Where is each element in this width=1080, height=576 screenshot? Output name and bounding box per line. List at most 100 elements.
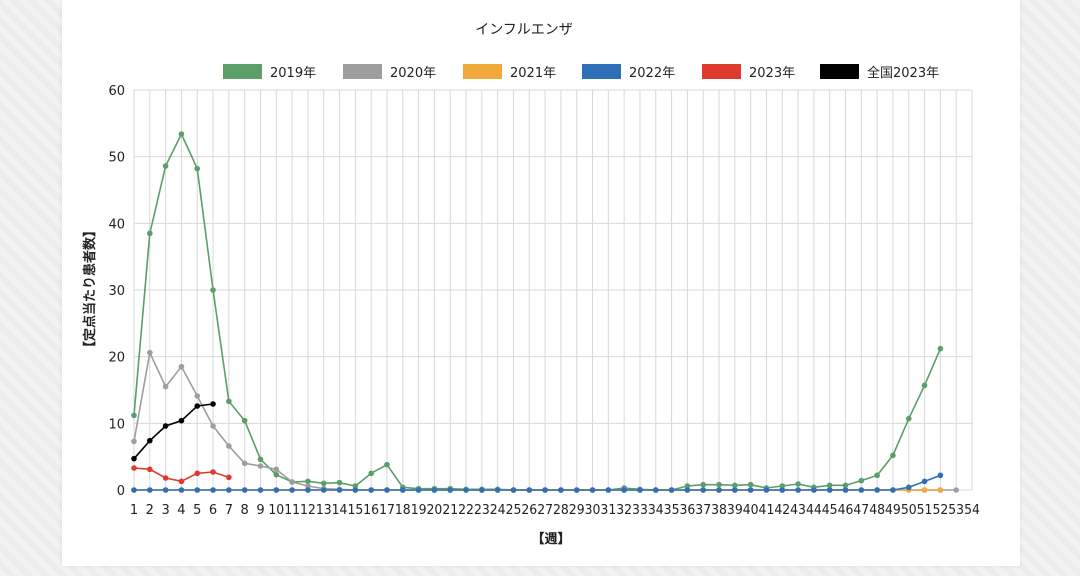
x-tick-label: 4: [177, 503, 185, 518]
x-tick-label: 21: [442, 503, 458, 518]
y-tick-label: 20: [108, 351, 125, 366]
x-tick-label: 22: [458, 503, 474, 518]
y-tick-label: 40: [108, 217, 125, 232]
chart-legend: 2019年 2020年 2021年 2022年 2023年 全国2023年: [223, 64, 939, 81]
data-point: [257, 463, 264, 469]
data-point: [447, 487, 454, 493]
x-tick-label: 43: [790, 503, 806, 518]
x-tick-label: 52: [932, 503, 948, 518]
data-point: [937, 487, 944, 493]
data-point: [652, 487, 659, 493]
legend-label: 2020年: [390, 66, 436, 81]
x-tick-label: 54: [964, 503, 980, 518]
data-point: [700, 487, 707, 493]
data-point: [147, 466, 153, 473]
x-tick-label: 6: [209, 503, 217, 518]
data-point: [779, 483, 786, 489]
data-point: [320, 480, 327, 487]
y-tick-label: 0: [117, 484, 125, 499]
x-tick-label: 46: [838, 503, 854, 518]
x-tick-label: 42: [774, 503, 790, 518]
data-point: [732, 487, 738, 493]
data-point: [162, 487, 169, 493]
chart-title: インフルエンザ: [475, 22, 573, 38]
data-point: [257, 487, 264, 493]
data-point: [874, 472, 880, 479]
chart-card: インフルエンザ 2019年 2020年 2021年 2022年 2023年 全国2023年…: [62, 0, 1020, 566]
x-tick-label: 12: [300, 503, 316, 518]
data-point: [241, 417, 248, 424]
y-tick-label: 60: [108, 84, 125, 99]
data-point: [226, 443, 232, 449]
series-4: [131, 465, 232, 485]
y-axis-label: 【定点当たり患者数】: [82, 224, 98, 354]
data-point: [463, 487, 469, 493]
x-tick-label: 2: [146, 503, 154, 518]
data-point: [668, 487, 675, 493]
data-point: [194, 403, 201, 409]
data-point: [210, 469, 216, 475]
data-point: [747, 481, 754, 488]
data-point: [637, 487, 643, 493]
data-point: [178, 478, 185, 485]
x-tick-label: 45: [822, 503, 838, 518]
data-point: [257, 456, 264, 463]
x-tick-label: 25: [506, 503, 522, 518]
data-point: [210, 487, 216, 493]
data-point: [194, 487, 201, 493]
x-tick-label: 47: [853, 503, 869, 518]
data-point: [194, 470, 201, 477]
legend-swatch: [343, 64, 382, 79]
y-axis-ticks: 0 10 20 30 40 50 60: [108, 84, 125, 499]
data-point: [747, 487, 754, 493]
legend-label: 2023年: [749, 66, 795, 81]
data-point: [273, 466, 280, 473]
legend-label: 全国2023年: [867, 65, 939, 81]
data-point: [842, 482, 849, 489]
data-point: [162, 163, 169, 169]
y-tick-label: 10: [108, 417, 125, 432]
x-tick-label: 30: [585, 503, 601, 518]
influenza-line-chart: インフルエンザ 2019年 2020年 2021年 2022年 2023年 全国2023年…: [82, 22, 980, 547]
data-point: [305, 483, 311, 489]
data-point: [953, 487, 959, 493]
data-point: [589, 487, 596, 493]
x-tick-label: 31: [600, 503, 616, 518]
data-point: [131, 487, 137, 493]
x-tick-label: 17: [379, 503, 395, 518]
x-tick-label: 23: [474, 503, 490, 518]
legend-label: 2019年: [270, 66, 316, 81]
data-point: [826, 487, 833, 493]
data-point: [273, 487, 280, 493]
data-point: [795, 481, 801, 487]
data-point: [684, 483, 691, 489]
data-point: [779, 487, 786, 493]
y-tick-label: 50: [108, 151, 125, 166]
x-tick-label: 26: [521, 503, 537, 518]
data-point: [241, 460, 248, 467]
data-point: [320, 487, 327, 493]
series-line: [133, 132, 942, 491]
x-tick-label: 20: [427, 503, 443, 518]
data-point: [874, 487, 880, 493]
data-point: [289, 479, 295, 485]
data-point: [937, 345, 944, 352]
data-point: [131, 465, 137, 471]
x-tick-label: 37: [695, 503, 711, 518]
data-point: [226, 487, 232, 493]
data-point: [178, 487, 185, 493]
data-point: [716, 487, 722, 493]
data-point: [384, 487, 390, 493]
data-point: [573, 487, 580, 493]
x-tick-label: 44: [806, 503, 822, 518]
data-point: [558, 487, 564, 493]
data-point: [384, 461, 390, 468]
x-tick-label: 38: [711, 503, 727, 518]
data-point: [415, 487, 422, 493]
data-point: [210, 287, 216, 293]
x-tick-label: 13: [316, 503, 332, 518]
x-tick-label: 19: [411, 503, 427, 518]
x-axis-label: 【週】: [531, 531, 570, 547]
data-point: [210, 423, 216, 429]
